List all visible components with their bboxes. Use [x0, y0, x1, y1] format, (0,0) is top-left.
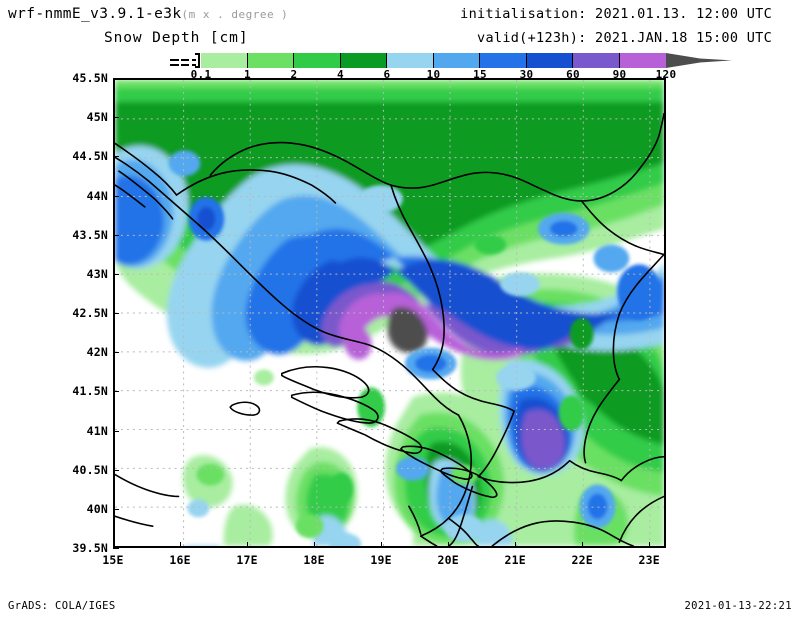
x-axis-tick-22E: 22E [571, 553, 593, 567]
y-axis-tick-42.5N: 42.5N [72, 306, 108, 320]
x-axis-tickmark [649, 542, 651, 548]
y-axis-tickmark [113, 117, 119, 119]
model-units: (m x . degree ) [181, 8, 289, 21]
y-axis-tick-45.5N: 45.5N [72, 71, 108, 85]
y-axis-tickmark [113, 313, 119, 314]
colorbar-tick-6: 6 [383, 68, 391, 81]
colorbar: 0.1 1 2 4 6 10 15 30 60 90 120 [168, 53, 732, 81]
map-plot-area [113, 78, 666, 548]
colorbar-tick-2: 2 [290, 68, 298, 81]
variable-title: Snow Depth [cm] [104, 30, 249, 46]
footer-credit: GrADS: COLA/IGES [8, 600, 116, 612]
colorbar-tick-15: 15 [473, 68, 487, 81]
colorbar-tick-1: 1 [244, 68, 251, 81]
colorbar-band-3 [340, 53, 387, 68]
y-axis-tickmark [113, 508, 119, 510]
colorbar-over-arrow [666, 53, 732, 68]
colorbar-tick-60: 60 [566, 68, 580, 81]
x-axis-tickmark [582, 542, 584, 548]
map-canvas [115, 80, 664, 546]
y-axis-tick-43N: 43N [86, 266, 108, 281]
footer-timestamp: 2021-01-13-22:21 [684, 600, 792, 612]
y-axis-tickmark [113, 234, 119, 236]
x-axis-tickmark [381, 542, 383, 548]
x-axis-tickmark [448, 542, 450, 548]
colorbar-tick-4: 4 [337, 68, 344, 81]
x-axis-tick-16E: 16E [169, 553, 191, 567]
colorbar-tick-10: 10 [426, 68, 441, 81]
colorbar-tick-90: 90 [612, 68, 627, 81]
axis-labels: 39.5N 40N 40.5N 41N 41.5N 42N 42.5N 43N 43.5N 44N… [72, 71, 666, 567]
x-axis-tickmark [247, 542, 249, 548]
y-axis-tick-44N: 44N [86, 188, 108, 203]
x-axis-tick-15E: 15E [102, 553, 124, 567]
colorbar-band-2 [294, 53, 341, 68]
colorbar-under-dashes [168, 55, 196, 66]
y-axis-tick-40.5N: 40.5N [72, 462, 108, 477]
colorbar-band-1 [247, 53, 294, 68]
colorbar-tick-120: 120 [655, 68, 677, 81]
colorbar-band-5 [433, 53, 480, 68]
y-axis-tick-41N: 41N [86, 423, 108, 438]
y-axis-tick-43.5N: 43.5N [72, 227, 108, 242]
y-axis-tick-45N: 45N [86, 110, 108, 125]
y-axis-tickmark [113, 469, 119, 471]
model-name: wrf-nmmE_v3.9.1-e3k [8, 6, 182, 22]
x-axis-tick-17E: 17E [236, 553, 258, 567]
x-axis-tick-21E: 21E [504, 553, 526, 567]
y-axis-tick-44.5N: 44.5N [72, 149, 108, 164]
x-axis-tick-23E: 23E [638, 553, 660, 567]
y-axis-tick-42N: 42N [86, 345, 108, 360]
x-axis-tick-18E: 18E [303, 553, 325, 567]
x-axis-tickmark [314, 542, 316, 548]
colorbar-band-9 [619, 53, 666, 68]
initialisation-time: initialisation: 2021.01.13. 12:00 UTC [460, 6, 772, 22]
snow-depth-field [115, 80, 664, 546]
coastline-and-borders [115, 112, 664, 546]
x-axis-tickmark [515, 542, 517, 548]
colorbar-tick-30: 30 [519, 68, 534, 81]
y-axis-tickmark [113, 195, 119, 197]
grid-lines [115, 80, 664, 546]
y-axis-tickmark [113, 273, 119, 275]
colorbar-band-8 [573, 53, 620, 68]
x-axis-tick-20E: 20E [437, 553, 459, 567]
colorbar-band-0 [201, 53, 248, 68]
colorbar-under-bracket [195, 53, 200, 68]
y-axis-tickmark [113, 430, 119, 432]
colorbar-tick-0.1: 0.1 [190, 68, 212, 81]
valid-time: valid(+123h): 2021.JAN.18 15:00 UTC [477, 30, 772, 46]
y-axis-tickmark [113, 352, 119, 354]
y-axis-tick-40N: 40N [86, 501, 108, 516]
contour-speckles [168, 150, 662, 546]
colorbar-band-4 [387, 53, 434, 68]
colorbar-band-7 [526, 53, 573, 68]
x-axis-tick-19E: 19E [370, 553, 392, 567]
y-axis-tickmark [113, 548, 119, 549]
y-axis-tick-39.5N: 39.5N [72, 541, 108, 555]
y-axis-tickmark [113, 78, 119, 79]
x-axis-tickmark [180, 542, 182, 548]
model-title: wrf-nmmE_v3.9.1-e3k(m x . degree ) [8, 6, 288, 22]
y-axis-tickmark [113, 156, 119, 158]
colorbar-bands [201, 53, 666, 68]
y-axis-tick-41.5N: 41.5N [72, 384, 108, 399]
colorbar-band-6 [480, 53, 527, 68]
y-axis-tickmark [113, 391, 119, 393]
x-axis-tickmark [113, 542, 114, 548]
